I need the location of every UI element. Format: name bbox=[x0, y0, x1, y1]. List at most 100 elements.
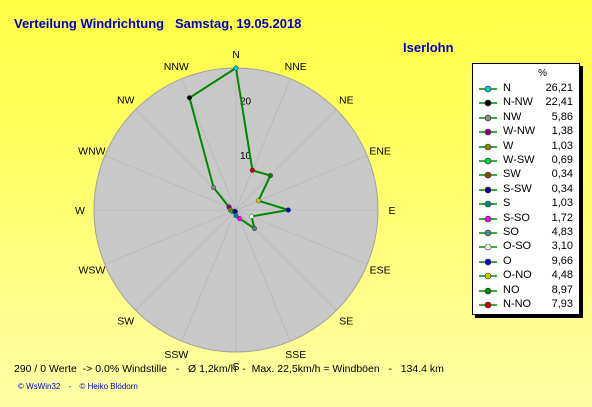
direction-label: WNW bbox=[78, 145, 105, 157]
credit-software: © WsWin32 bbox=[18, 382, 61, 391]
direction-labels: N NNE NE ENE E ESE SE SSE S SSW SW WSW W WNW NW NNW bbox=[75, 49, 395, 373]
legend-value: 1,38 bbox=[551, 125, 573, 138]
data-point bbox=[233, 213, 239, 219]
data-point bbox=[233, 65, 239, 71]
grid-spoke bbox=[104, 209, 237, 265]
legend-value: 7,93 bbox=[551, 298, 573, 310]
legend-value: 8,97 bbox=[551, 283, 573, 296]
data-points bbox=[186, 65, 291, 232]
legend-label: W-NW bbox=[503, 125, 536, 138]
credit-author: © Heiko Blödorn bbox=[79, 382, 138, 391]
direction-label: SSE bbox=[285, 349, 306, 361]
legend-value: 1,03 bbox=[551, 197, 573, 210]
direction-label: SSW bbox=[164, 349, 188, 361]
legend-row: O-NO 4,48 bbox=[473, 269, 579, 283]
legend-label: W bbox=[503, 139, 514, 152]
legend-row: S 1,03 bbox=[473, 197, 579, 211]
legend-value: 5,86 bbox=[551, 110, 573, 123]
data-point bbox=[237, 216, 243, 222]
direction-label: E bbox=[388, 205, 395, 217]
legend-marker-icon bbox=[479, 114, 497, 122]
legend-marker-icon bbox=[479, 200, 497, 208]
legend-row: SW 0,34 bbox=[473, 168, 579, 182]
legend-row: O 9,66 bbox=[473, 255, 579, 269]
legend-marker-icon bbox=[479, 272, 497, 280]
direction-label: N bbox=[232, 49, 240, 61]
legend-row: W 1,03 bbox=[473, 140, 579, 154]
data-point bbox=[255, 198, 261, 204]
legend-value: 22,41 bbox=[545, 96, 573, 109]
legend: % N 26,21 N-NW 22,41 NW 5,86 W-NW 1,38 W 1,03 W-SW… bbox=[472, 63, 580, 315]
legend-marker-icon bbox=[479, 301, 497, 309]
legend-value: 0,34 bbox=[551, 182, 573, 195]
legend-label: O bbox=[503, 254, 512, 267]
grid-spoke bbox=[104, 155, 237, 211]
legend-label: SW bbox=[503, 168, 521, 181]
legend-row: NO 8,97 bbox=[473, 284, 579, 298]
legend-marker-icon bbox=[479, 258, 497, 266]
legend-row: S-SO 1,72 bbox=[473, 212, 579, 226]
legend-row: NW 5,86 bbox=[473, 111, 579, 125]
legend-value: 4,83 bbox=[551, 226, 573, 238]
legend-marker-icon bbox=[479, 287, 497, 294]
direction-label: NE bbox=[339, 95, 354, 107]
legend-value: 1,03 bbox=[551, 139, 573, 152]
ring-labels: 10 20 bbox=[240, 97, 252, 162]
data-point bbox=[186, 95, 193, 101]
legend-value: 0,34 bbox=[551, 168, 573, 181]
legend-value: 26,21 bbox=[545, 82, 573, 94]
legend-value: 0,69 bbox=[551, 154, 573, 166]
direction-label: NNE bbox=[285, 61, 307, 73]
legend-label: N-NW bbox=[503, 96, 533, 109]
legend-row: W-SW 0,69 bbox=[473, 154, 579, 168]
legend-label: S-SO bbox=[503, 211, 530, 224]
legend-marker-icon bbox=[479, 172, 497, 179]
data-point bbox=[267, 173, 273, 179]
legend-label: NW bbox=[503, 110, 522, 123]
legend-marker-icon bbox=[479, 186, 497, 194]
direction-label: NNW bbox=[164, 61, 189, 73]
legend-marker-icon bbox=[479, 215, 497, 222]
legend-row: W-NW 1,38 bbox=[473, 125, 579, 139]
direction-label: WSW bbox=[78, 265, 105, 277]
stats-line: 290 / 0 Werte -> 0.0% Windstille - Ø 1,2… bbox=[14, 363, 444, 375]
data-point bbox=[285, 207, 291, 213]
legend-value: 9,66 bbox=[551, 254, 573, 267]
legend-label: N bbox=[503, 82, 511, 94]
chart-title: Verteilung Windrichtung Samstag, 19.05.2… bbox=[14, 16, 302, 31]
legend-value: 4,48 bbox=[551, 269, 573, 282]
ring-label: 20 bbox=[240, 97, 252, 108]
direction-label: W bbox=[75, 205, 85, 217]
credit-separator: - bbox=[68, 382, 72, 391]
grid-spoke bbox=[235, 209, 291, 342]
ring-label: 10 bbox=[240, 151, 252, 162]
legend-marker-icon bbox=[479, 128, 497, 136]
grid-spoke bbox=[235, 78, 291, 211]
direction-label: SE bbox=[339, 315, 353, 327]
grid-spoke bbox=[235, 109, 337, 211]
legend-label: NO bbox=[503, 283, 520, 296]
direction-label: ESE bbox=[370, 265, 391, 277]
legend-marker-icon bbox=[479, 100, 497, 107]
legend-value: 1,72 bbox=[551, 211, 573, 224]
grid-spoke bbox=[235, 209, 368, 265]
legend-label: O-NO bbox=[503, 269, 532, 282]
legend-marker-icon bbox=[479, 85, 497, 93]
legend-label: S-SW bbox=[503, 182, 532, 195]
legend-row: N-NO 7,93 bbox=[473, 298, 579, 312]
legend-unit: % bbox=[538, 68, 547, 79]
legend-marker-icon bbox=[479, 244, 497, 251]
location-label: Iserlohn bbox=[403, 40, 454, 55]
credits: © WsWin32 - © Heiko Blödorn bbox=[18, 382, 144, 391]
legend-row: O-SO 3,10 bbox=[473, 240, 579, 254]
data-point bbox=[248, 213, 255, 219]
legend-label: W-SW bbox=[503, 154, 535, 166]
direction-label: SW bbox=[117, 315, 134, 327]
direction-label: NW bbox=[117, 95, 135, 107]
data-point bbox=[251, 225, 258, 232]
legend-row: S-SW 0,34 bbox=[473, 183, 579, 197]
legend-marker-icon bbox=[479, 143, 497, 150]
legend-row: N-NW 22,41 bbox=[473, 96, 579, 110]
legend-label: SO bbox=[503, 226, 519, 238]
